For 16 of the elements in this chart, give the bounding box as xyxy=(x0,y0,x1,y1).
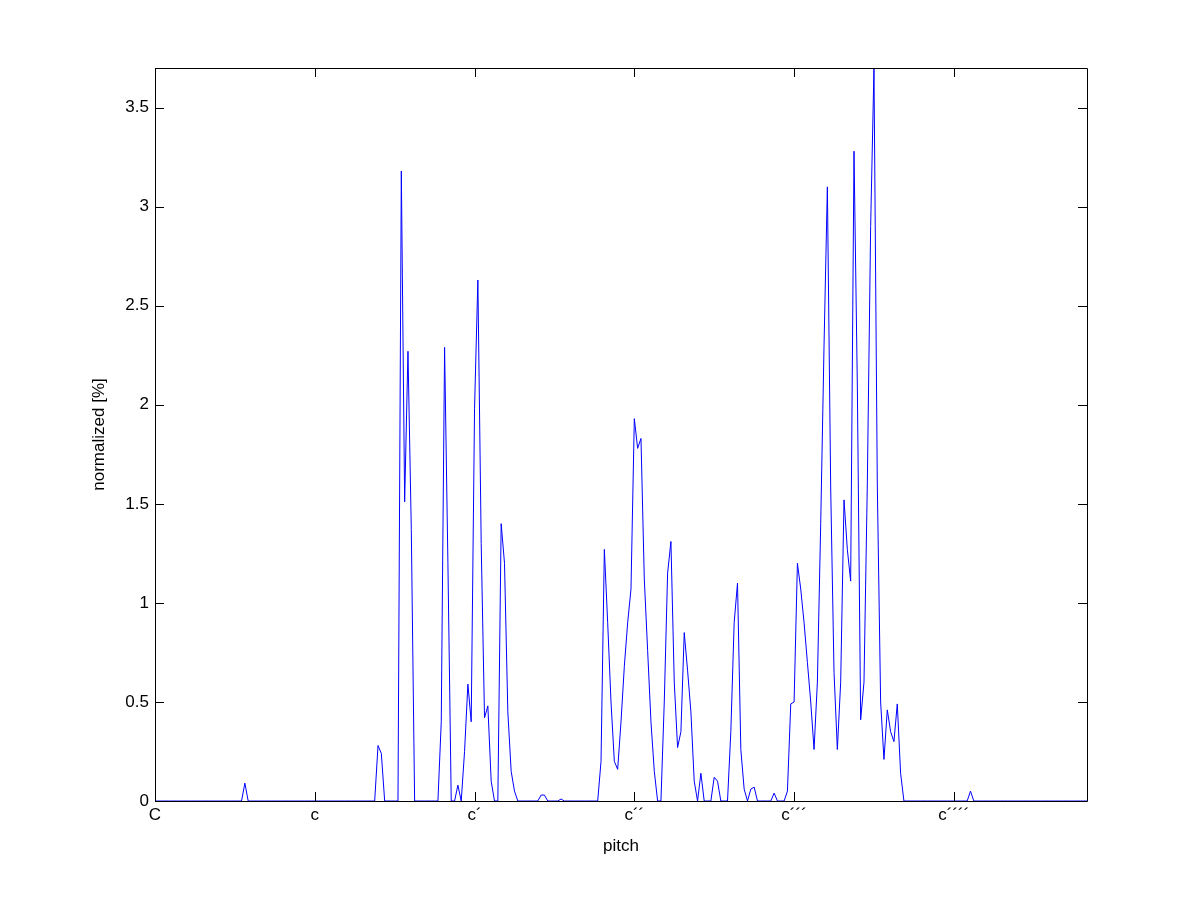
y-tick-label: 2.5 xyxy=(125,295,149,315)
x-tick-label: c´ xyxy=(467,804,482,824)
y-tick-label: 3.5 xyxy=(125,97,149,117)
y-axis-title: normalized [%] xyxy=(88,378,108,491)
y-tick-label: 3 xyxy=(139,196,149,216)
x-tick-label: c´´ xyxy=(624,804,645,824)
x-tick-label: c´´´´ xyxy=(938,804,970,824)
y-tick-label: 0.5 xyxy=(125,691,149,711)
y-tick-label: 1.5 xyxy=(125,493,149,513)
x-tick-label: C xyxy=(148,804,162,824)
y-tick-label: 1 xyxy=(139,592,149,612)
y-tick-label: 2 xyxy=(139,394,149,414)
y-tick-label: 0 xyxy=(139,790,149,810)
x-tick-label: c´´´ xyxy=(781,804,807,824)
x-tick-label: c xyxy=(310,804,320,824)
x-axis-title: pitch xyxy=(603,836,639,856)
